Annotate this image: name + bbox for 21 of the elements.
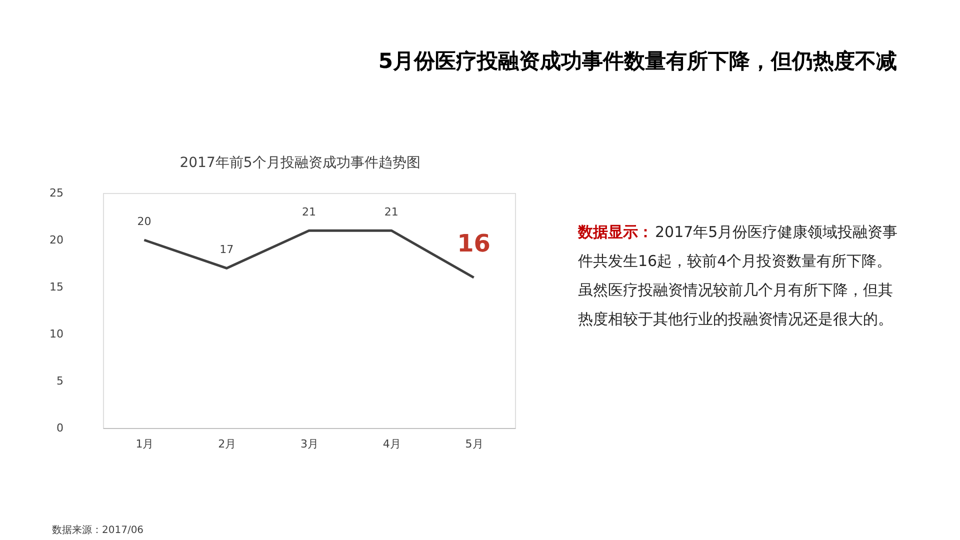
x-tick-label: 1月	[136, 438, 154, 450]
x-tick-label: 3月	[300, 438, 318, 450]
chart-subtitle: 2017年前5个月投融资成功事件趋势图	[180, 155, 420, 171]
x-tick-label: 5月	[465, 438, 484, 450]
y-tick-label: 25	[50, 186, 64, 200]
y-tick-label: 20	[50, 234, 64, 246]
x-tick-label: 4月	[382, 438, 401, 450]
data-label: 21	[302, 206, 316, 219]
data-label: 21	[384, 206, 398, 219]
data-label: 17	[220, 243, 234, 256]
data-label: 20	[137, 215, 152, 228]
y-tick-label: 10	[50, 328, 64, 340]
text: 5月份医疗投融资成功事件数量有所下降，但仍热度不减	[378, 49, 897, 73]
source-note: 数据来源：2017/06	[52, 524, 144, 536]
data-label: 16	[457, 230, 491, 258]
text: 数据显示：2017年5月份医疗健康领域投融资事件共发生16起，较前4个月投资数量有所下降。	[577, 223, 898, 270]
x-tick-label: 2月	[218, 438, 236, 450]
text: 虽然医疗投融资情况较前几个月有所下降，但其热度相较于其他行业的投融资情况还是很大的。	[578, 281, 893, 328]
y-tick-label: 5	[56, 374, 64, 388]
y-tick-label: 15	[50, 280, 64, 294]
y-tick-label: 0	[56, 422, 64, 434]
